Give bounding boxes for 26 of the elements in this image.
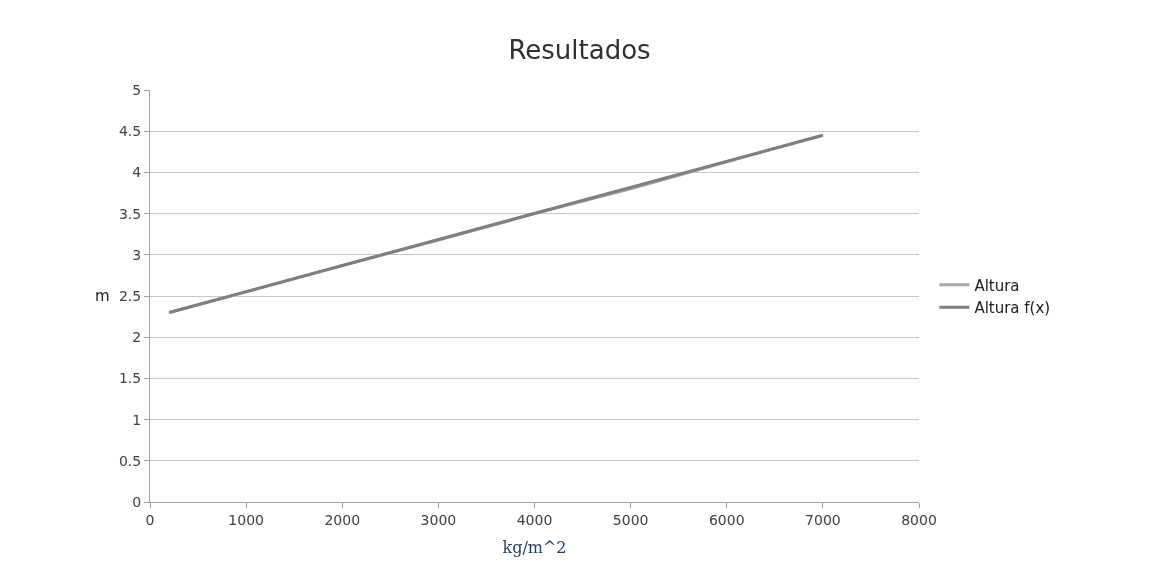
chart-title: Resultados (508, 35, 651, 66)
x-tick-label: 1000 (228, 511, 264, 528)
line-series (167, 133, 825, 314)
y-tick-label: 3 (132, 246, 142, 263)
y-tick-label: 5 (132, 81, 142, 98)
y-tick-label: 0.5 (118, 452, 142, 469)
x-tick-label: 7000 (805, 511, 841, 528)
x-tick-label: 8000 (901, 511, 937, 528)
legend-label: Altura f(x) (974, 299, 1051, 318)
y-axis-title: m (95, 287, 110, 305)
x-tick-label: 5000 (612, 511, 649, 528)
x-tick-label: 3000 (420, 511, 457, 528)
y-tick-label: 1 (132, 411, 142, 428)
y-tick-label: 0 (132, 493, 142, 510)
y-tick-label: 2 (132, 329, 142, 346)
y-tick-label: 4 (132, 164, 142, 181)
y-tick-label: 1.5 (118, 370, 142, 387)
y-tick-label: 2.5 (118, 287, 142, 304)
legend-label: Altura (974, 276, 1020, 295)
y-tick-label: 4.5 (118, 123, 142, 140)
x-tick-label: 4000 (516, 511, 553, 528)
x-tick-label: 0 (145, 511, 155, 528)
x-axis-title: kg/m^2 (502, 538, 567, 558)
y-tick-label: 3.5 (118, 205, 142, 222)
x-tick-label: 2000 (324, 511, 361, 528)
x-tick-label: 6000 (708, 511, 745, 528)
